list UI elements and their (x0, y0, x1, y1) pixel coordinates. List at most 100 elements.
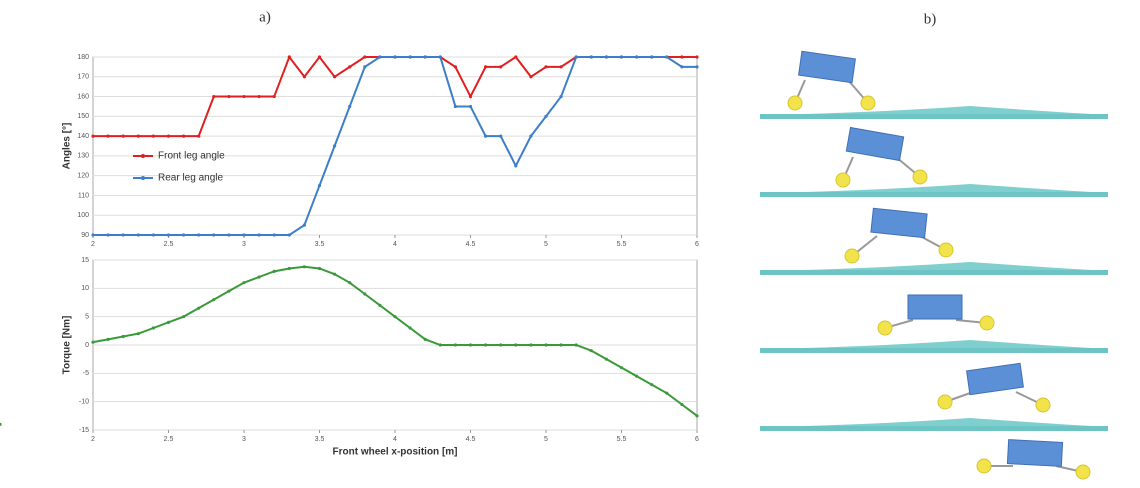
x-tick-label: 6 (695, 436, 699, 443)
y-tick-label: 150 (77, 113, 89, 120)
y-tick-label: 110 (78, 192, 89, 199)
point (453, 65, 457, 69)
x-tick-label: 3 (242, 241, 246, 248)
point (197, 134, 201, 138)
legend-label: Front leg angle (158, 151, 225, 162)
x-tick-label: 4 (393, 436, 397, 443)
point (166, 233, 171, 237)
y-tick-label: 15 (81, 257, 89, 264)
y-tick-label: -15 (79, 427, 89, 434)
point (272, 94, 276, 99)
robot-body (907, 294, 963, 320)
point (333, 272, 337, 276)
point (182, 315, 186, 319)
point (635, 55, 639, 59)
x-axis-label: Front wheel x-position [m] (333, 447, 458, 458)
point (559, 65, 563, 69)
point (166, 320, 171, 324)
wheel (976, 458, 992, 474)
hill (760, 106, 1108, 115)
point (695, 65, 699, 69)
point (151, 134, 155, 138)
point (317, 55, 322, 59)
point (604, 357, 609, 361)
point (242, 94, 246, 99)
point (559, 94, 563, 99)
point (529, 343, 533, 347)
y-tick-label: 140 (77, 133, 89, 140)
point (468, 94, 473, 99)
point (680, 65, 684, 69)
point (499, 134, 503, 138)
x-tick-label: 3 (242, 436, 246, 443)
point (197, 306, 201, 310)
wheel (844, 248, 860, 264)
point (619, 55, 624, 59)
point (619, 366, 624, 370)
robot-body (798, 50, 856, 84)
x-tick-label: 5.5 (617, 241, 627, 248)
point (91, 233, 95, 237)
point (378, 303, 382, 307)
wheel (979, 315, 995, 331)
point (317, 183, 322, 188)
point (348, 65, 352, 69)
point (212, 298, 216, 302)
point (499, 343, 503, 347)
point (363, 55, 367, 59)
y-tick-label: 90 (81, 232, 89, 239)
point (136, 233, 140, 237)
x-tick-label: 2.5 (164, 436, 174, 443)
point (302, 265, 306, 269)
point (106, 233, 110, 237)
legend-marker (141, 176, 145, 180)
point (514, 164, 518, 168)
point (484, 134, 488, 138)
point (423, 337, 427, 341)
point (468, 104, 473, 109)
wheel (938, 242, 954, 258)
y-tick-label: 5 (85, 314, 89, 321)
wheel (787, 95, 803, 111)
panel-label: a) (259, 9, 271, 25)
point (182, 134, 186, 138)
point (151, 326, 155, 330)
point (121, 334, 125, 339)
legend-label: Rear leg angle (158, 173, 223, 184)
hill (760, 340, 1108, 349)
point (363, 65, 367, 69)
x-tick-label: 3.5 (315, 241, 325, 248)
hill (760, 262, 1108, 271)
point (302, 75, 306, 79)
x-tick-label: 2 (91, 436, 95, 443)
point (91, 134, 95, 138)
y-tick-label: 100 (77, 212, 89, 219)
y-tick-label: 10 (81, 285, 89, 292)
point (665, 55, 669, 59)
point (287, 55, 291, 59)
point (121, 233, 125, 237)
point (680, 402, 684, 407)
hill (760, 184, 1108, 193)
point (650, 383, 654, 387)
point (484, 343, 488, 347)
point (106, 337, 110, 341)
robot-body (870, 207, 928, 239)
wheel (937, 394, 953, 410)
point (257, 94, 261, 99)
x-tick-label: 3.5 (315, 436, 325, 443)
point (242, 233, 246, 237)
point (121, 134, 125, 138)
legend-marker (141, 154, 145, 158)
point (514, 55, 518, 59)
point (408, 55, 412, 59)
y-tick-label: 170 (77, 74, 89, 81)
point (423, 55, 427, 59)
ground (760, 426, 1108, 431)
robot-body (966, 362, 1024, 396)
point (393, 55, 397, 59)
point (302, 223, 306, 227)
wheel (860, 95, 876, 111)
point (212, 233, 216, 237)
